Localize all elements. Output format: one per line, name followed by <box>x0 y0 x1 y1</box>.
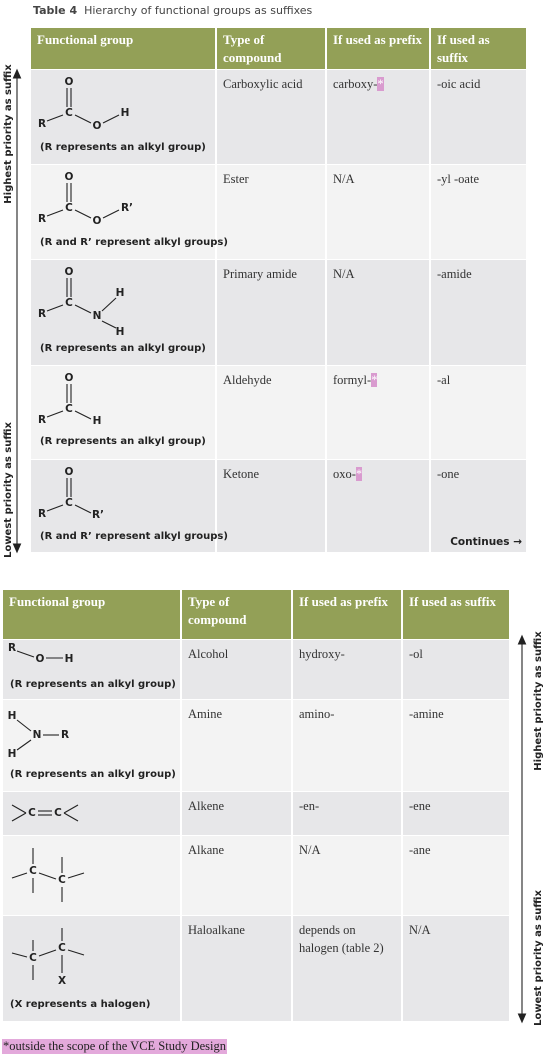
prefix-cell: N/A <box>327 165 431 260</box>
header-cell: If used as suffix <box>431 28 528 70</box>
header-text: If used as prefix <box>299 594 388 609</box>
suffix-text: -amide <box>437 267 472 281</box>
header-cell: Functional group <box>3 590 182 640</box>
header-cell: If used as prefix <box>327 28 431 70</box>
header-cell: Type of compound <box>217 28 327 70</box>
suffix-text: -al <box>437 373 451 387</box>
header-cell: If used as suffix <box>403 590 511 640</box>
compound-text: Alkane <box>188 843 225 857</box>
compound-cell: Ester <box>217 165 327 260</box>
compound-cell: Amine <box>182 700 293 792</box>
suffix-text: -yl -oate <box>437 172 479 186</box>
compound-text: Amine <box>188 707 223 721</box>
suffix-text: -oic acid <box>437 77 481 91</box>
structure-cell <box>31 70 217 165</box>
prefix-cell: oxo-* <box>327 460 431 553</box>
header-text: Type of compound <box>188 594 247 627</box>
header-cell: Functional group <box>31 28 217 70</box>
prefix-text: N/A <box>333 267 355 281</box>
structure-cell <box>3 916 182 1022</box>
compound-cell: Alcohol <box>182 640 293 700</box>
compound-text: Ester <box>223 172 249 186</box>
suffix-cell: -ol <box>403 640 511 700</box>
compound-text: Alkene <box>188 799 225 813</box>
compound-cell: Haloalkane <box>182 916 293 1022</box>
suffix-cell: -ene <box>403 792 511 836</box>
prefix-cell: N/A <box>327 260 431 366</box>
structure-cell <box>31 460 217 553</box>
suffix-text: -ane <box>409 843 431 857</box>
prefix-cell: hydroxy- <box>293 640 403 700</box>
header-text: If used as suffix <box>437 32 490 65</box>
compound-text: Aldehyde <box>223 373 272 387</box>
structure-cell <box>3 700 182 792</box>
scope-mark: * <box>377 77 384 91</box>
caption-label: Table 4 <box>33 4 78 17</box>
footnote: *outside the scope of the VCE Study Desi… <box>2 1039 228 1054</box>
suffix-cell: N/A <box>403 916 511 1022</box>
suffix-cell: -ane <box>403 836 511 916</box>
compound-text: Alcohol <box>188 647 229 661</box>
suffix-text: -ene <box>409 799 431 813</box>
compound-cell: Primary amide <box>217 260 327 366</box>
compound-text: Ketone <box>223 467 260 481</box>
suffix-cell: -oic acid <box>431 70 528 165</box>
prefix-text: N/A <box>333 172 355 186</box>
structure-cell <box>3 836 182 916</box>
compound-cell: Alkane <box>182 836 293 916</box>
compound-cell: Ketone <box>217 460 327 553</box>
suffix-cell: -al <box>431 366 528 460</box>
caption-text: Hierarchy of functional groups as suffix… <box>84 4 313 17</box>
prefix-text: formyl- <box>333 373 372 387</box>
prefix-cell: amino- <box>293 700 403 792</box>
compound-cell: Alkene <box>182 792 293 836</box>
prefix-text: carboxy- <box>333 77 378 91</box>
header-cell: Type of compound <box>182 590 293 640</box>
prefix-text: hydroxy- <box>299 647 345 661</box>
structure-cell <box>31 366 217 460</box>
prefix-cell: N/A <box>293 836 403 916</box>
structure-cell <box>31 260 217 366</box>
caption: Table 4 Hierarchy of functional groups a… <box>33 4 312 17</box>
suffix-text: -ol <box>409 647 423 661</box>
structure-cell <box>3 640 182 700</box>
prefix-cell: carboxy-* <box>327 70 431 165</box>
compound-text: Carboxylic acid <box>223 77 303 91</box>
compound-cell: Aldehyde <box>217 366 327 460</box>
structure-cell <box>31 165 217 260</box>
header-text: Functional group <box>37 32 134 47</box>
compound-cell: Carboxylic acid <box>217 70 327 165</box>
prefix-text: amino- <box>299 707 335 721</box>
suffix-cell: -one <box>431 460 528 553</box>
prefix-text: N/A <box>299 843 321 857</box>
suffix-text: -amine <box>409 707 444 721</box>
prefix-cell: formyl-* <box>327 366 431 460</box>
compound-text: Primary amide <box>223 267 297 281</box>
suffix-cell: -amine <box>403 700 511 792</box>
suffix-cell: -amide <box>431 260 528 366</box>
suffix-cell: -yl -oate <box>431 165 528 260</box>
header-text: Functional group <box>9 594 106 609</box>
prefix-text: oxo- <box>333 467 356 481</box>
structure-cell <box>3 792 182 836</box>
prefix-text: -en- <box>299 799 320 813</box>
prefix-text: depends on halogen (table 2) <box>299 923 384 955</box>
header-text: If used as suffix <box>409 594 497 609</box>
prefix-cell: depends on halogen (table 2) <box>293 916 403 1022</box>
suffix-text: -one <box>437 467 460 481</box>
header-text: If used as prefix <box>333 32 422 47</box>
header-cell: If used as prefix <box>293 590 403 640</box>
suffix-text: N/A <box>409 923 431 937</box>
compound-text: Haloalkane <box>188 923 245 937</box>
prefix-cell: -en- <box>293 792 403 836</box>
scope-mark: * <box>371 373 378 387</box>
scope-mark: * <box>355 467 363 481</box>
header-text: Type of compound <box>223 32 282 65</box>
